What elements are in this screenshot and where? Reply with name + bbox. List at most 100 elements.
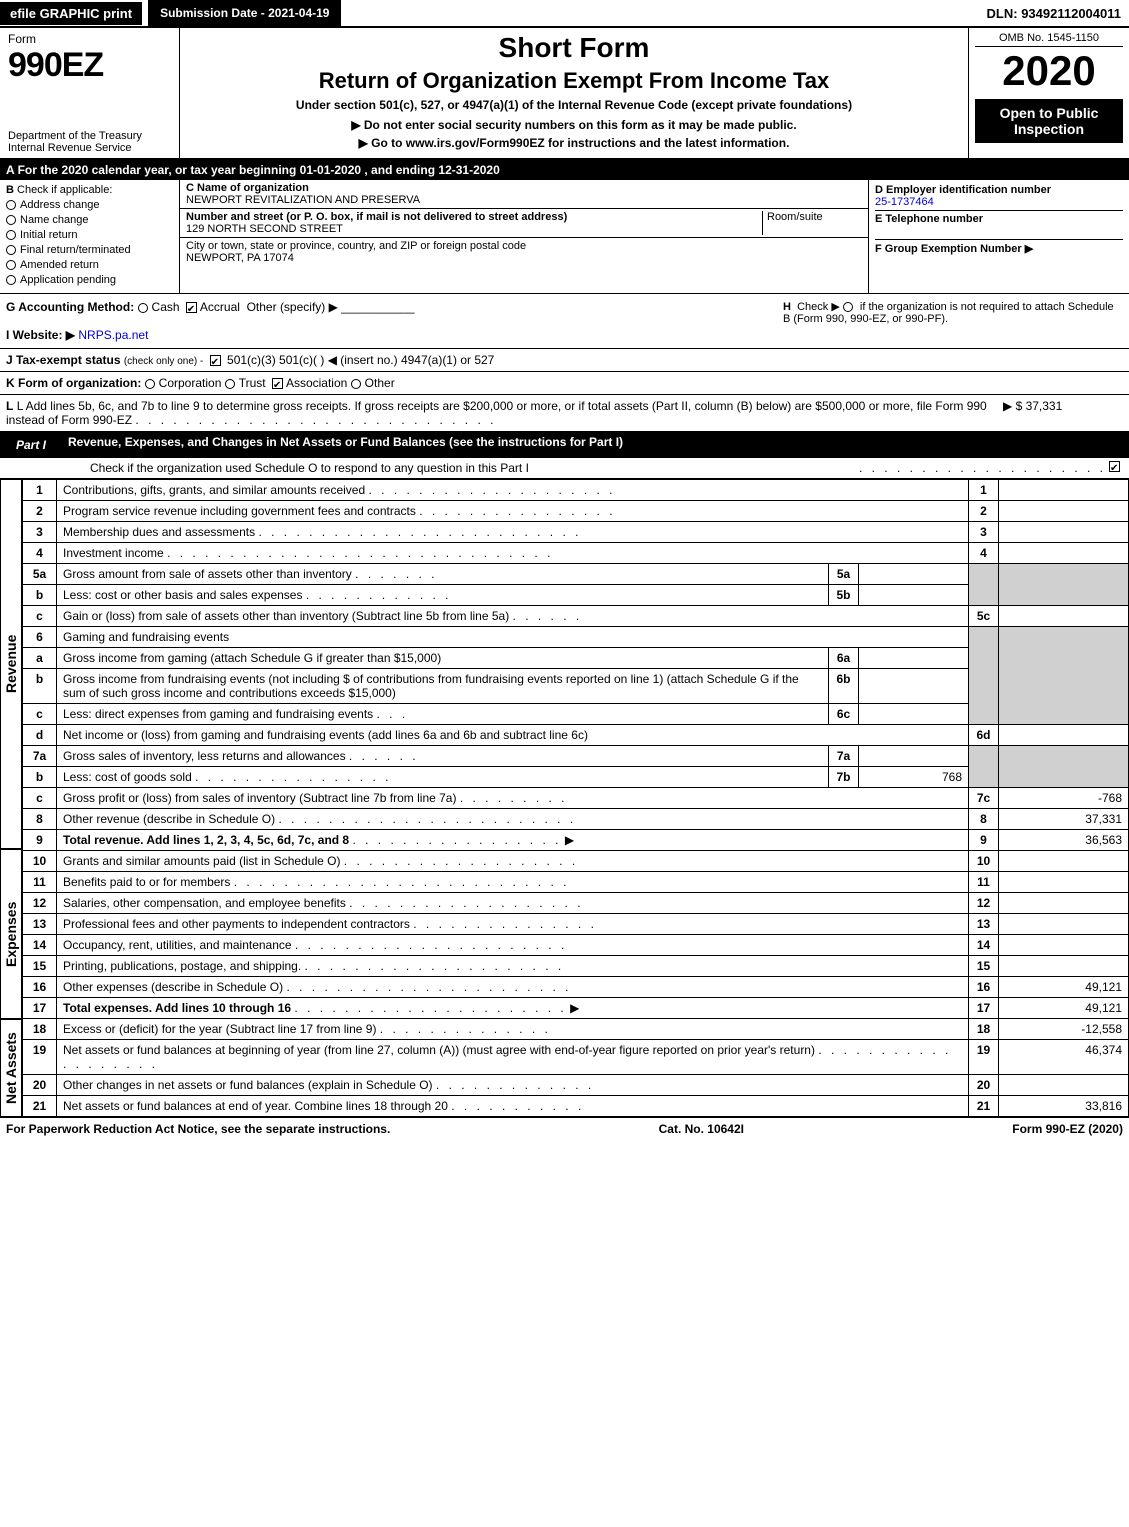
org-city: NEWPORT, PA 17074	[186, 252, 294, 264]
section-revenue-label: Revenue	[0, 479, 22, 849]
chk-schedule-o-part1[interactable]	[1109, 461, 1120, 472]
b-title: Check if applicable:	[17, 184, 112, 196]
lbl-amended-return: Amended return	[20, 259, 99, 271]
ein-value[interactable]: 25-1737464	[875, 196, 934, 208]
part1-header: Part I Revenue, Expenses, and Changes in…	[0, 432, 1129, 458]
chk-final-return[interactable]	[6, 245, 16, 255]
form-header: Form 990EZ Department of the Treasury In…	[0, 28, 1129, 160]
section-c: C Name of organization NEWPORT REVITALIZ…	[180, 180, 869, 293]
line-18: 18Excess or (deficit) for the year (Subt…	[23, 1019, 1129, 1040]
lbl-final-return: Final return/terminated	[20, 244, 131, 256]
goto-link[interactable]: ▶ Go to www.irs.gov/Form990EZ for instru…	[188, 136, 960, 150]
row-k: K Form of organization: Corporation Trus…	[0, 372, 1129, 395]
line-21: 21Net assets or fund balances at end of …	[23, 1096, 1129, 1117]
efile-print-button[interactable]: efile GRAPHIC print	[0, 2, 142, 25]
chk-application-pending[interactable]	[6, 275, 16, 285]
chk-association[interactable]	[272, 378, 283, 389]
chk-trust[interactable]	[225, 379, 235, 389]
submission-date: Submission Date - 2021-04-19	[148, 0, 341, 26]
lbl-other-org: Other	[365, 376, 395, 390]
part1-check-note-row: Check if the organization used Schedule …	[0, 458, 1129, 479]
g-label: G Accounting Method:	[6, 300, 134, 314]
row-l: L L Add lines 5b, 6c, and 7b to line 9 t…	[0, 395, 1129, 432]
part1-title: Revenue, Expenses, and Changes in Net As…	[68, 435, 1123, 455]
chk-corporation[interactable]	[145, 379, 155, 389]
pra-notice: For Paperwork Reduction Act Notice, see …	[6, 1122, 390, 1136]
part1-table: 1Contributions, gifts, grants, and simil…	[22, 479, 1129, 1117]
c-street-label: Number and street (or P. O. box, if mail…	[186, 211, 567, 223]
page-footer: For Paperwork Reduction Act Notice, see …	[0, 1117, 1129, 1140]
line-9: 9Total revenue. Add lines 1, 2, 3, 4, 5c…	[23, 830, 1129, 851]
tax-year: 2020	[975, 47, 1123, 95]
e-tel-label: E Telephone number	[875, 213, 983, 225]
chk-initial-return[interactable]	[6, 230, 16, 240]
line-11: 11Benefits paid to or for members . . . …	[23, 872, 1129, 893]
irs-label: Internal Revenue Service	[8, 142, 171, 154]
row-j: J Tax-exempt status (check only one) - 5…	[0, 349, 1129, 372]
line-7a: 7aGross sales of inventory, less returns…	[23, 746, 1129, 767]
lbl-association: Association	[286, 376, 347, 390]
form-ref: Form 990-EZ (2020)	[1012, 1122, 1123, 1136]
lbl-corporation: Corporation	[159, 376, 222, 390]
lbl-other-specify: Other (specify) ▶	[247, 300, 338, 314]
form-number: 990EZ	[8, 46, 171, 85]
chk-501c3[interactable]	[210, 355, 221, 366]
line-6: 6Gaming and fundraising events	[23, 627, 1129, 648]
section-netassets-label: Net Assets	[0, 1019, 22, 1117]
org-info-grid: B Check if applicable: Address change Na…	[0, 180, 1129, 294]
f-group-label: F Group Exemption Number ▶	[875, 243, 1033, 255]
line-2: 2Program service revenue including gover…	[23, 501, 1129, 522]
row-g-h: G Accounting Method: Cash Accrual Other …	[0, 294, 1129, 349]
line-13: 13Professional fees and other payments t…	[23, 914, 1129, 935]
line-6d: dNet income or (loss) from gaming and fu…	[23, 725, 1129, 746]
chk-address-change[interactable]	[6, 200, 16, 210]
line-5c: cGain or (loss) from sale of assets othe…	[23, 606, 1129, 627]
open-inspection: Open to Public Inspection	[975, 99, 1123, 143]
tax-period: A For the 2020 calendar year, or tax yea…	[0, 160, 1129, 180]
chk-accrual[interactable]	[186, 302, 197, 313]
lbl-address-change: Address change	[20, 199, 100, 211]
line-17: 17Total expenses. Add lines 10 through 1…	[23, 998, 1129, 1019]
org-name: NEWPORT REVITALIZATION AND PRESERVA	[186, 194, 420, 206]
lbl-accrual: Accrual	[200, 300, 240, 314]
line-6c: cLess: direct expenses from gaming and f…	[23, 704, 1129, 725]
lbl-application-pending: Application pending	[20, 274, 116, 286]
cat-number: Cat. No. 10642I	[659, 1122, 744, 1136]
line-12: 12Salaries, other compensation, and empl…	[23, 893, 1129, 914]
l-amount: ▶ $ 37,331	[1003, 399, 1123, 427]
j-note: (check only one) -	[124, 356, 203, 367]
dots: . . . . . . . . . . . . . . . . . . . .	[859, 461, 1106, 475]
line-6b: bGross income from fundraising events (n…	[23, 669, 1129, 704]
line-5a: 5aGross amount from sale of assets other…	[23, 564, 1129, 585]
line-4: 4Investment income . . . . . . . . . . .…	[23, 543, 1129, 564]
line-20: 20Other changes in net assets or fund ba…	[23, 1075, 1129, 1096]
dln-label: DLN: 93492112004011	[979, 2, 1129, 25]
chk-cash[interactable]	[138, 303, 148, 313]
h-label: H	[783, 301, 791, 313]
line-7b: bLess: cost of goods sold . . . . . . . …	[23, 767, 1129, 788]
chk-amended-return[interactable]	[6, 260, 16, 270]
line-3: 3Membership dues and assessments . . . .…	[23, 522, 1129, 543]
c-city-label: City or town, state or province, country…	[186, 240, 526, 252]
k-label: K Form of organization:	[6, 376, 141, 390]
short-form-title: Short Form	[188, 32, 960, 64]
chk-name-change[interactable]	[6, 215, 16, 225]
d-ein-label: D Employer identification number	[875, 184, 1051, 196]
part1-label: Part I	[6, 435, 56, 455]
return-title: Return of Organization Exempt From Incom…	[188, 68, 960, 94]
line-8: 8Other revenue (describe in Schedule O) …	[23, 809, 1129, 830]
part1-check-note: Check if the organization used Schedule …	[90, 461, 859, 475]
line-19: 19Net assets or fund balances at beginni…	[23, 1040, 1129, 1075]
chk-schedule-b[interactable]	[843, 302, 853, 312]
i-label: I Website: ▶	[6, 328, 75, 342]
line-7c: cGross profit or (loss) from sales of in…	[23, 788, 1129, 809]
lbl-name-change: Name change	[20, 214, 89, 226]
chk-other-org[interactable]	[351, 379, 361, 389]
website-link[interactable]: NRPS.pa.net	[78, 328, 148, 342]
c-name-label: C Name of organization	[186, 182, 862, 194]
line-6a: aGross income from gaming (attach Schedu…	[23, 648, 1129, 669]
line-14: 14Occupancy, rent, utilities, and mainte…	[23, 935, 1129, 956]
line-1: 1Contributions, gifts, grants, and simil…	[23, 480, 1129, 501]
lbl-cash: Cash	[152, 300, 180, 314]
h-text1: Check ▶	[797, 301, 840, 313]
